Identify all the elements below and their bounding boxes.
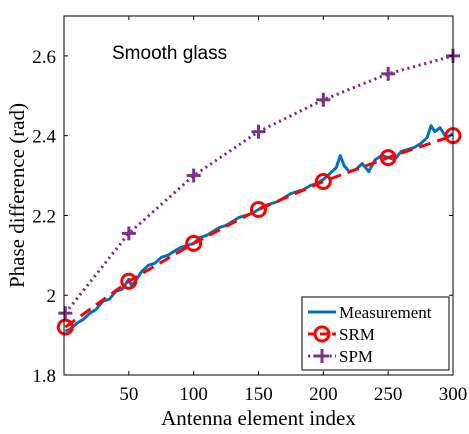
legend-marker-srm bbox=[313, 325, 331, 343]
y-tick-label-2: 2.2 bbox=[32, 206, 56, 227]
x-tick-label-4: 250 bbox=[374, 384, 403, 405]
x-tick-label-5: 300 bbox=[439, 384, 468, 405]
marker-srm-0 bbox=[56, 318, 74, 336]
y-axis-label: Phase difference (rad) bbox=[5, 103, 29, 288]
marker-spm-0 bbox=[58, 306, 73, 321]
x-tick-label-1: 100 bbox=[179, 384, 208, 405]
series-srm bbox=[56, 127, 462, 336]
chart-annotation: Smooth glass bbox=[112, 43, 227, 64]
marker-srm-4 bbox=[314, 173, 332, 191]
y-tick-label-3: 2.4 bbox=[32, 127, 56, 148]
legend: Measurement SRM SPM bbox=[301, 296, 450, 371]
marker-spm-4 bbox=[316, 92, 331, 107]
marker-srm-3 bbox=[250, 200, 267, 218]
marker-spm-1 bbox=[121, 226, 136, 241]
legend-label-measurement: Measurement bbox=[339, 303, 432, 322]
axes-layer: 50 100 150 200 250 300 1.8 2 2.2 2.4 2.6 bbox=[32, 15, 468, 405]
legend-label-srm: SRM bbox=[339, 325, 375, 344]
series-layer bbox=[56, 48, 462, 336]
x-tick-label-0: 50 bbox=[119, 384, 138, 405]
series-line-srm bbox=[64, 134, 454, 329]
legend-label-spm: SPM bbox=[339, 347, 373, 366]
marker-srm-5 bbox=[379, 149, 397, 167]
marker-spm-5 bbox=[381, 66, 396, 81]
legend-marker-spm bbox=[315, 349, 329, 363]
y-tick-label-4: 2.6 bbox=[32, 47, 56, 68]
x-axis-label: Antenna element index bbox=[161, 406, 356, 430]
marker-srm-1 bbox=[120, 272, 138, 290]
marker-spm-3 bbox=[251, 124, 266, 139]
x-tick-label-2: 150 bbox=[244, 384, 273, 405]
marker-srm-2 bbox=[185, 234, 203, 252]
x-tick-label-3: 200 bbox=[309, 384, 338, 405]
y-tick-label-0: 1.8 bbox=[32, 366, 56, 387]
marker-spm-2 bbox=[186, 168, 201, 183]
y-tick-label-1: 2 bbox=[47, 286, 57, 307]
